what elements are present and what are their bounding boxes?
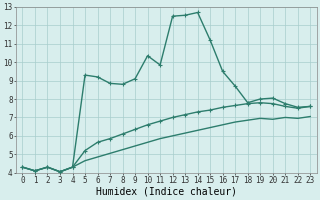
X-axis label: Humidex (Indice chaleur): Humidex (Indice chaleur) xyxy=(96,187,237,197)
